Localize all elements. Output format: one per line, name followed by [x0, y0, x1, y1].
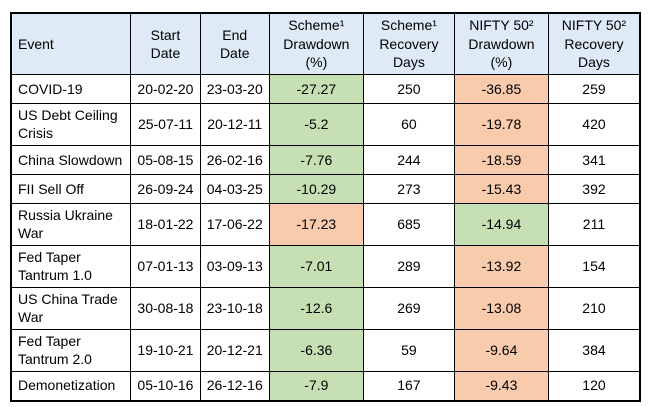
cell-nifty_drawdown: -14.94: [453, 202, 549, 246]
table-row: Russia Ukraine War 18-01-22 17-06-22 -17.23…: [10, 202, 641, 246]
cell-nifty_drawdown: -19.78: [453, 103, 549, 146]
cell-event: US Debt Ceiling Crisis: [10, 103, 132, 146]
cell-nifty_recovery: 259: [547, 74, 641, 104]
cell-scheme_recovery: 289: [362, 244, 455, 288]
table-row: China Slowdown 05-08-15 26-02-16 -7.76 244 -1…: [10, 144, 641, 175]
cell-start_date: 07-01-13: [130, 244, 201, 288]
cell-start_date: 26-09-24: [130, 173, 201, 204]
col-header-scheme_recovery: Scheme¹ Recovery Days: [362, 12, 455, 75]
cell-scheme_drawdown: -7.9: [268, 370, 364, 402]
cell-nifty_drawdown: -15.43: [453, 173, 549, 204]
cell-scheme_recovery: 685: [362, 202, 455, 246]
cell-event: COVID-19: [10, 74, 132, 104]
cell-nifty_drawdown: -9.43: [453, 370, 549, 402]
cell-start_date: 05-10-16: [130, 370, 201, 402]
cell-nifty_drawdown: -9.64: [453, 328, 549, 372]
col-header-scheme_drawdown: Scheme¹ Drawdown (%): [268, 12, 364, 75]
cell-event: Russia Ukraine War: [10, 202, 132, 246]
cell-start_date: 30-08-18: [130, 286, 201, 330]
cell-end_date: 04-03-25: [199, 173, 270, 204]
table-header: Event Start Date End Date Scheme¹ Drawdown …: [10, 12, 641, 75]
cell-nifty_recovery: 154: [547, 244, 641, 288]
cell-nifty_recovery: 210: [547, 286, 641, 330]
col-header-start_date: Start Date: [130, 12, 201, 75]
cell-event: FII Sell Off: [10, 173, 132, 204]
cell-event: US China Trade War: [10, 286, 132, 330]
cell-event: Fed Taper Tantrum 2.0: [10, 328, 132, 372]
cell-scheme_drawdown: -6.36: [268, 328, 364, 372]
table-row: COVID-19 20-02-20 23-03-20 -27.27 250 -36.85 2…: [10, 74, 641, 104]
cell-nifty_recovery: 211: [547, 202, 641, 246]
market-events-table: Event Start Date End Date Scheme¹ Drawdown …: [10, 12, 641, 402]
cell-end_date: 26-02-16: [199, 144, 270, 175]
header-row: Event Start Date End Date Scheme¹ Drawdown …: [10, 12, 641, 75]
cell-scheme_drawdown: -10.29: [268, 173, 364, 204]
cell-scheme_drawdown: -27.27: [268, 74, 364, 104]
cell-scheme_recovery: 269: [362, 286, 455, 330]
cell-nifty_recovery: 120: [547, 370, 641, 402]
cell-scheme_drawdown: -7.76: [268, 144, 364, 175]
cell-scheme_drawdown: -17.23: [268, 202, 364, 246]
cell-end_date: 23-03-20: [199, 74, 270, 104]
cell-end_date: 26-12-16: [199, 370, 270, 402]
cell-nifty_drawdown: -13.08: [453, 286, 549, 330]
cell-nifty_drawdown: -13.92: [453, 244, 549, 288]
cell-end_date: 23-10-18: [199, 286, 270, 330]
cell-event: Fed Taper Tantrum 1.0: [10, 244, 132, 288]
cell-scheme_recovery: 59: [362, 328, 455, 372]
cell-scheme_recovery: 273: [362, 173, 455, 204]
table-row: FII Sell Off 26-09-24 04-03-25 -10.29 273 -15…: [10, 173, 641, 204]
cell-start_date: 20-02-20: [130, 74, 201, 104]
cell-scheme_drawdown: -7.01: [268, 244, 364, 288]
cell-nifty_recovery: 384: [547, 328, 641, 372]
cell-nifty_recovery: 341: [547, 144, 641, 175]
cell-event: Demonetization: [10, 370, 132, 402]
cell-nifty_drawdown: -18.59: [453, 144, 549, 175]
cell-scheme_recovery: 60: [362, 103, 455, 146]
table-row: Fed Taper Tantrum 1.0 07-01-13 03-09-13 -7.…: [10, 244, 641, 288]
cell-end_date: 03-09-13: [199, 244, 270, 288]
cell-scheme_drawdown: -5.2: [268, 103, 364, 146]
table-row: Demonetization 05-10-16 26-12-16 -7.9 167 -9.…: [10, 370, 641, 402]
cell-start_date: 05-08-15: [130, 144, 201, 175]
col-header-nifty_recovery: NIFTY 50² Recovery Days: [547, 12, 641, 75]
table-row: US Debt Ceiling Crisis 25-07-11 20-12-11 -5…: [10, 103, 641, 146]
cell-nifty_drawdown: -36.85: [453, 74, 549, 104]
col-header-nifty_drawdown: NIFTY 50² Drawdown (%): [453, 12, 549, 75]
cell-scheme_recovery: 250: [362, 74, 455, 104]
col-header-end_date: End Date: [199, 12, 270, 75]
table-row: US China Trade War 30-08-18 23-10-18 -12.6 2…: [10, 286, 641, 330]
cell-start_date: 19-10-21: [130, 328, 201, 372]
table-row: Fed Taper Tantrum 2.0 19-10-21 20-12-21 -6.…: [10, 328, 641, 372]
col-header-event: Event: [10, 12, 132, 75]
cell-event: China Slowdown: [10, 144, 132, 175]
cell-end_date: 17-06-22: [199, 202, 270, 246]
cell-nifty_recovery: 420: [547, 103, 641, 146]
cell-scheme_recovery: 167: [362, 370, 455, 402]
cell-end_date: 20-12-21: [199, 328, 270, 372]
cell-scheme_drawdown: -12.6: [268, 286, 364, 330]
cell-nifty_recovery: 392: [547, 173, 641, 204]
cell-end_date: 20-12-11: [199, 103, 270, 146]
cell-scheme_recovery: 244: [362, 144, 455, 175]
table-body: COVID-19 20-02-20 23-03-20 -27.27 250 -36.85 2…: [10, 74, 641, 402]
cell-start_date: 18-01-22: [130, 202, 201, 246]
cell-start_date: 25-07-11: [130, 103, 201, 146]
